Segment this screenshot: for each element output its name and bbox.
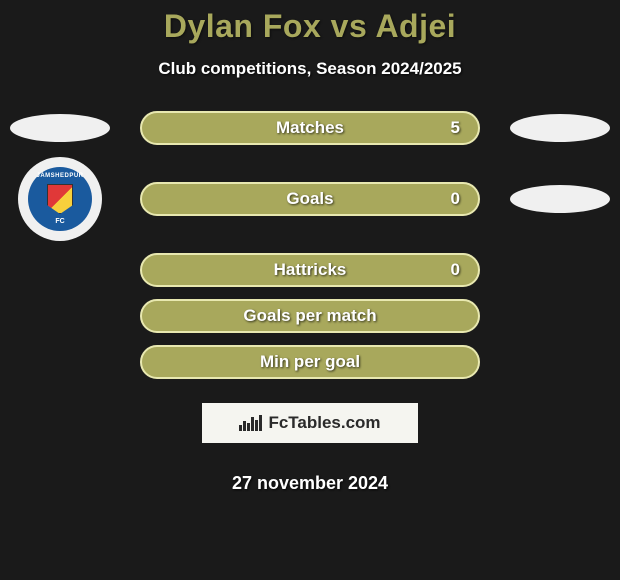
club-name-bottom: FC <box>55 218 64 225</box>
stat-label: Hattricks <box>274 260 347 280</box>
stat-row-gpm: Goals per match <box>0 299 620 333</box>
bar-chart-icon <box>239 415 262 431</box>
page-title: Dylan Fox vs Adjei <box>0 8 620 45</box>
stat-value-right: 0 <box>451 189 460 209</box>
comparison-container: Dylan Fox vs Adjei Club competitions, Se… <box>0 0 620 494</box>
brand-row: FcTables.com <box>0 391 620 461</box>
stat-bar-goals: Goals 0 <box>140 182 480 216</box>
stat-row-hattricks: Hattricks 0 <box>0 253 620 287</box>
player1-badge-placeholder <box>10 114 110 142</box>
player2-club-badge-placeholder <box>510 185 610 213</box>
stat-row-matches: Matches 5 <box>0 111 620 145</box>
stat-bar-goals-per-match: Goals per match <box>140 299 480 333</box>
stat-bar-matches: Matches 5 <box>140 111 480 145</box>
player2-badge-placeholder <box>510 114 610 142</box>
player1-club-badge-wrap: JAMSHEDPUR FC <box>10 157 110 241</box>
stat-label: Matches <box>276 118 344 138</box>
stat-bar-hattricks: Hattricks 0 <box>140 253 480 287</box>
club-name-top: JAMSHEDPUR <box>36 173 83 179</box>
stat-row-mpg: Min per goal <box>0 345 620 379</box>
brand-box[interactable]: FcTables.com <box>202 403 418 443</box>
stat-value-right: 5 <box>451 118 460 138</box>
stat-value-right: 0 <box>451 260 460 280</box>
stat-bar-min-per-goal: Min per goal <box>140 345 480 379</box>
page-subtitle: Club competitions, Season 2024/2025 <box>0 59 620 79</box>
club-badge-jamshedpur: JAMSHEDPUR FC <box>18 157 102 241</box>
club-shield-icon <box>47 184 73 214</box>
club-badge-inner: JAMSHEDPUR FC <box>28 167 92 231</box>
stat-row-goals: JAMSHEDPUR FC Goals 0 <box>0 157 620 241</box>
stat-label: Min per goal <box>260 352 360 372</box>
brand-text: FcTables.com <box>268 413 380 433</box>
stat-label: Goals per match <box>243 306 376 326</box>
stat-label: Goals <box>286 189 333 209</box>
date-text: 27 november 2024 <box>0 473 620 494</box>
